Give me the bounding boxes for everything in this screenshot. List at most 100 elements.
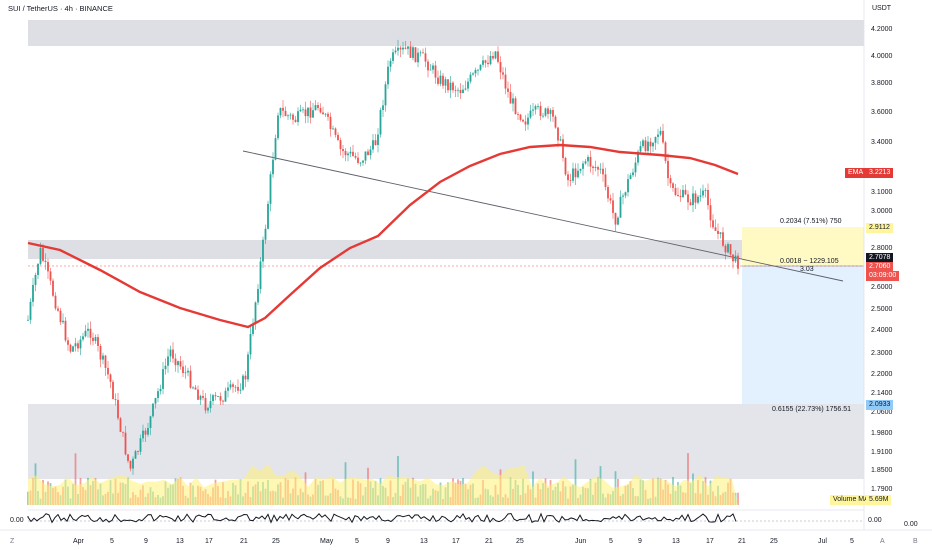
- candle-body: [62, 320, 64, 323]
- price-tick: 3.0000: [871, 208, 893, 215]
- candle-body: [442, 75, 444, 86]
- candle-body: [737, 255, 739, 269]
- price-tick: 3.1000: [871, 189, 893, 196]
- oscillator-value-right: 0.00: [904, 521, 918, 528]
- entry-label: 0.0018 − 1229.105: [780, 258, 839, 265]
- candle-body: [229, 384, 232, 388]
- candle-body: [699, 195, 702, 197]
- candle-body: [579, 168, 582, 171]
- candle-body: [39, 247, 42, 264]
- candle-body: [687, 194, 689, 203]
- candle-body: [144, 430, 147, 435]
- candle-body: [74, 343, 77, 347]
- candle-body: [119, 418, 122, 432]
- time-tick: 21: [240, 538, 248, 545]
- candle-body: [619, 196, 622, 218]
- candle-body: [577, 170, 579, 178]
- candle-body: [54, 295, 57, 309]
- candle-body: [632, 172, 634, 176]
- candle-body: [392, 52, 394, 61]
- candle-body: [99, 346, 102, 360]
- candle-body: [582, 163, 584, 169]
- candle-body: [142, 430, 144, 439]
- candle-body: [729, 244, 732, 255]
- candle-body: [429, 69, 432, 71]
- candle-body: [47, 262, 49, 272]
- price-tick: 2.6000: [871, 284, 893, 291]
- ema-tag-label: EMA: [845, 168, 867, 178]
- candle-body: [167, 356, 169, 366]
- candle-body: [104, 355, 107, 368]
- candle-body: [404, 47, 407, 49]
- candle-body: [272, 159, 274, 175]
- candle-body: [517, 114, 519, 115]
- ema-tag-value: 3.2213: [866, 168, 894, 178]
- candle-body: [719, 232, 722, 234]
- candle-body: [522, 119, 524, 122]
- candle-body: [107, 367, 109, 375]
- candle-body: [79, 339, 82, 349]
- log-scale-icon[interactable]: B: [913, 538, 918, 545]
- candle-body: [584, 161, 587, 164]
- candle-body: [562, 139, 564, 159]
- candle-body: [267, 203, 269, 229]
- candle-body: [397, 47, 399, 51]
- candle-body: [604, 174, 607, 187]
- candle-body: [52, 280, 54, 296]
- candle-body: [642, 140, 644, 147]
- candle-body: [499, 61, 502, 73]
- candle-body: [664, 142, 667, 161]
- candle-body: [264, 228, 267, 240]
- price-tick: 1.9800: [871, 430, 893, 437]
- candle-body: [477, 69, 479, 71]
- ema-line: [27, 143, 739, 329]
- candle-body: [697, 196, 699, 203]
- auto-scale-icon[interactable]: A: [880, 538, 885, 545]
- candle-body: [709, 205, 712, 221]
- time-tick: 21: [738, 538, 746, 545]
- candle-body: [599, 168, 602, 170]
- candle-body: [152, 403, 154, 417]
- chart-title: SUI / TetherUS · 4h · BINANCE: [8, 4, 113, 13]
- time-tick: 5: [609, 538, 613, 545]
- candle-body: [337, 134, 339, 141]
- candle-body: [677, 194, 679, 197]
- candle-body: [212, 395, 214, 402]
- time-tick: 5: [850, 538, 854, 545]
- candle-body: [159, 388, 162, 392]
- candle-body: [592, 166, 594, 169]
- candle-body: [84, 330, 87, 337]
- candle-body: [459, 89, 462, 94]
- risk-reward-ratio: 3.03: [800, 266, 814, 273]
- candle-body: [352, 151, 354, 156]
- candle-body: [567, 174, 569, 181]
- candle-body: [214, 395, 217, 397]
- candle-body: [652, 142, 654, 147]
- candle-body: [679, 196, 682, 198]
- candle-body: [94, 337, 97, 341]
- candle-body: [219, 396, 222, 401]
- price-tick: 3.8000: [871, 80, 893, 87]
- candle-body: [479, 64, 482, 70]
- candle-body: [132, 458, 134, 469]
- price-tick: 2.2000: [871, 371, 893, 378]
- volume-bar: [574, 459, 577, 505]
- zoom-icon[interactable]: Z: [10, 538, 15, 545]
- currency-label: USDT: [872, 5, 892, 12]
- candle-body: [612, 200, 614, 213]
- candle-body: [439, 75, 442, 84]
- candle-body: [444, 79, 447, 86]
- candle-body: [669, 178, 672, 184]
- candle-body: [327, 113, 329, 117]
- candle-body: [252, 324, 254, 334]
- candle-body: [172, 349, 174, 359]
- time-tick: 17: [205, 538, 213, 545]
- candle-body: [157, 391, 159, 399]
- candle-body: [49, 271, 52, 281]
- candle-body: [467, 81, 469, 89]
- candle-body: [254, 302, 257, 325]
- candle-body: [239, 389, 242, 391]
- candle-body: [294, 119, 297, 122]
- candle-body: [734, 255, 737, 262]
